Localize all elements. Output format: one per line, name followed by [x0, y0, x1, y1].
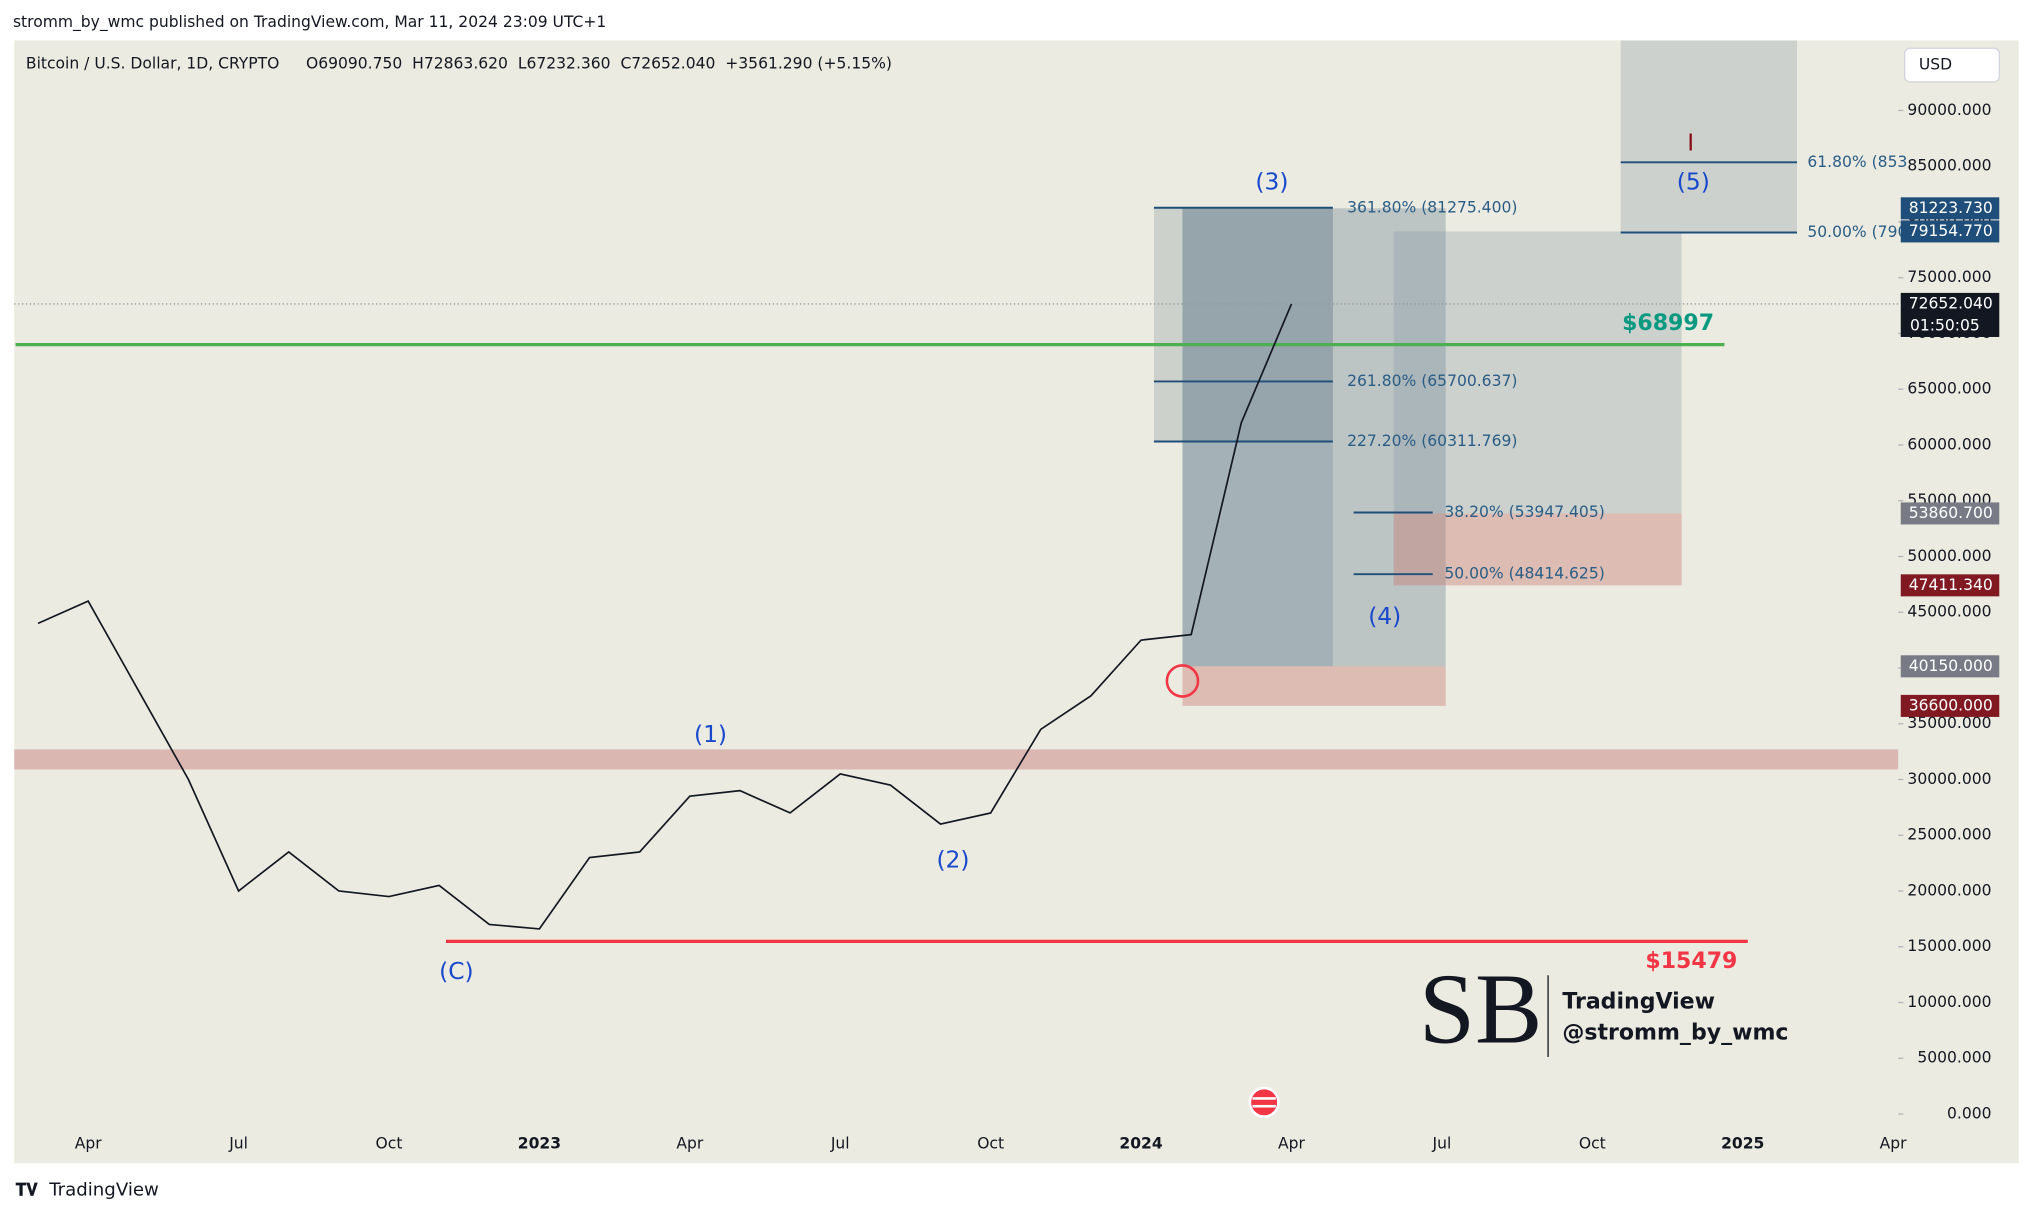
price-tag — [1900, 292, 2000, 337]
symbol-title: Bitcoin / U.S. Dollar, 1D, CRYPTO — [26, 54, 279, 72]
x-tick-label: Apr — [676, 1134, 704, 1152]
published-line: stromm_by_wmc published on TradingView.c… — [13, 13, 606, 32]
y-tick-label: 15000.000 — [1907, 937, 1991, 955]
event-icon[interactable] — [1248, 1086, 1280, 1118]
event-icon-stripe — [1252, 1104, 1276, 1108]
currency-button[interactable] — [1903, 47, 2000, 83]
price-tag-label: 40150.000 — [1909, 657, 1993, 675]
price-tag — [1900, 502, 2000, 525]
stop-zone — [1182, 666, 1446, 706]
wave-label: (3) — [1255, 168, 1288, 196]
target-zone-inner — [1182, 208, 1333, 667]
event-icon-stripe — [1252, 1097, 1276, 1100]
stop-zone — [1393, 513, 1682, 586]
watermark-logo: SB — [1419, 953, 1543, 1065]
wave-label: (1) — [694, 720, 727, 748]
y-tick-label: 20000.000 — [1907, 881, 1991, 899]
y-tick-label: 45000.000 — [1907, 603, 1991, 621]
wave-label: (2) — [936, 846, 969, 874]
x-tick-label: Jul — [830, 1134, 850, 1152]
x-tick-label: Jul — [1432, 1134, 1452, 1152]
y-tick-label: 65000.000 — [1907, 380, 1991, 398]
price-tag-label: 53860.700 — [1909, 504, 1993, 522]
y-tick-label: 75000.000 — [1907, 268, 1991, 286]
footer-logo-mark: 𝐓𝐕 — [16, 1180, 39, 1200]
level-label: $68997 — [1622, 311, 1714, 336]
target-zone — [1182, 208, 1446, 667]
price-line — [37, 303, 1293, 930]
y-tick-label: 10000.000 — [1907, 993, 1991, 1011]
y-tick-label: 90000.000 — [1907, 101, 1991, 119]
price-tag-label: 81223.730 — [1909, 199, 1993, 217]
x-tick-label: Apr — [75, 1134, 103, 1152]
y-tick-label: 35000.000 — [1907, 714, 1991, 732]
fib-label: 261.80% (65700.637) — [1347, 372, 1517, 390]
y-tick-label: 25000.000 — [1907, 826, 1991, 844]
wave-label: (5) — [1677, 168, 1710, 196]
x-tick-label: Oct — [977, 1134, 1004, 1152]
plot-layer: 0.000 5000.000 10000.000 15000.000 20000.000… — [14, 40, 2000, 1152]
price-tag — [1900, 694, 2000, 717]
x-tick-label: 2023 — [518, 1134, 561, 1152]
highlight-circle — [1165, 664, 1200, 698]
wave-label: I — [1687, 129, 1694, 157]
price-tag-label: 36600.000 — [1909, 696, 1993, 714]
price-tag-label: 47411.340 — [1909, 576, 1993, 594]
support-band — [14, 749, 1899, 770]
x-tick-label: Apr — [1880, 1134, 1908, 1152]
price-tag — [1900, 220, 2000, 243]
x-tick-label: Oct — [1579, 1134, 1606, 1152]
fib-label: 50.00% (48414.625) — [1444, 565, 1604, 583]
x-tick-label: Oct — [376, 1134, 403, 1152]
y-tick-label: 0.000 — [1947, 1104, 1992, 1122]
x-tick-label: Jul — [228, 1134, 248, 1152]
ohlc-legend: O69090.750 H72863.620 L67232.360 C72652.… — [306, 54, 892, 72]
y-tick-label: 50000.000 — [1907, 547, 1991, 565]
price-tag-label: 79154.770 — [1909, 222, 1993, 240]
watermark-name: TradingView — [1562, 990, 1715, 1015]
level-label: $15479 — [1645, 949, 1737, 974]
fib-label: 38.20% (53947.405) — [1444, 503, 1604, 521]
price-tag — [1900, 197, 2000, 220]
x-tick-label: 2025 — [1721, 1134, 1764, 1152]
y-tick-label: 30000.000 — [1907, 770, 1991, 788]
target-zone — [1620, 40, 1798, 232]
price-tag — [1900, 574, 2000, 597]
x-tick-label: 2024 — [1119, 1134, 1162, 1152]
target-zone — [1393, 231, 1682, 514]
fib-zone — [1153, 207, 1333, 442]
fib-label: 361.80% (81275.400) — [1347, 198, 1517, 216]
fib-label: 50.00% (790 — [1807, 223, 1907, 241]
footer-brand: TradingView — [48, 1180, 159, 1201]
price-tag — [1900, 655, 2000, 678]
wave-label: (4) — [1368, 602, 1401, 630]
watermark-handle: @stromm_by_wmc — [1562, 1021, 1788, 1046]
price-tag-timer: 01:50:05 — [1910, 316, 1980, 334]
y-tick-label: 85000.000 — [1907, 157, 1991, 175]
chart-pane — [14, 40, 2019, 1164]
y-tick-label: 60000.000 — [1907, 435, 1991, 453]
price-tag-label: 72652.040 — [1909, 294, 1993, 312]
fib-label: 227.20% (60311.769) — [1347, 432, 1517, 450]
wave-label: (C) — [439, 957, 474, 985]
y-tick-label: 5000.000 — [1917, 1049, 1991, 1067]
fib-label: 61.80% (853 — [1807, 153, 1907, 171]
currency-label: USD — [1919, 56, 1952, 74]
x-tick-label: Apr — [1278, 1134, 1306, 1152]
